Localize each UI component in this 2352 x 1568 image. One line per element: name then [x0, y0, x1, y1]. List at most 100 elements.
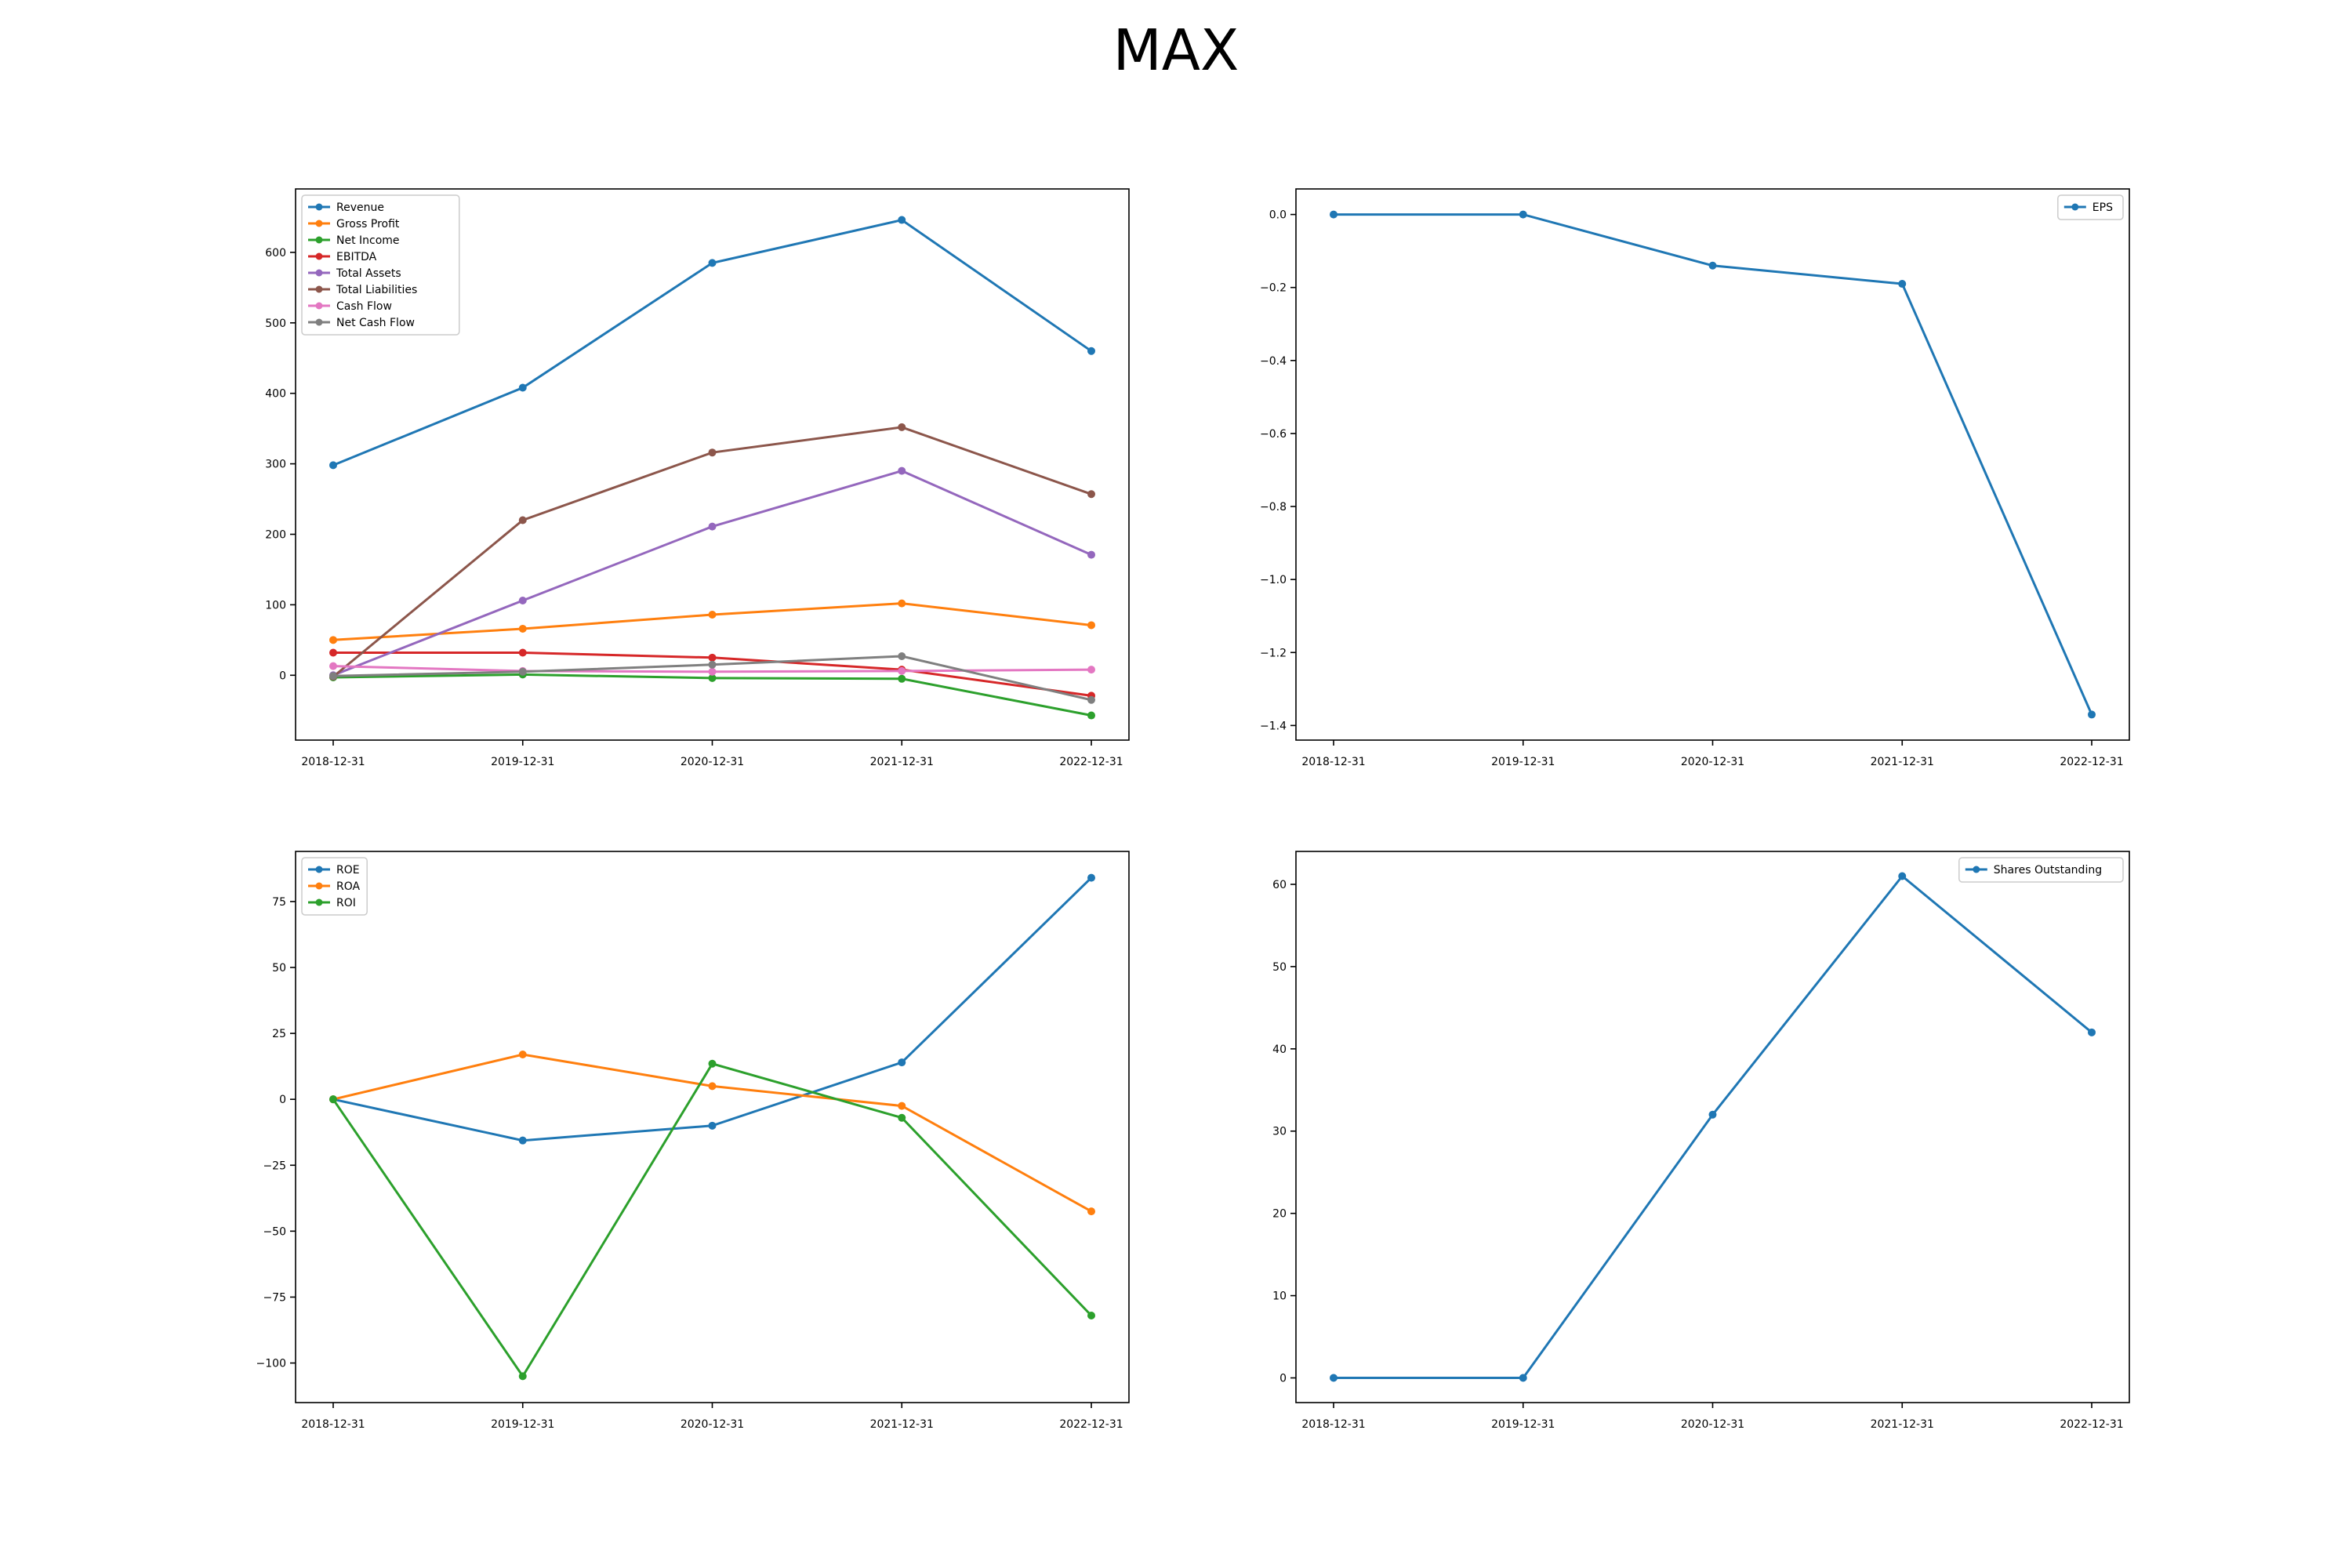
figure-title: MAX: [1112, 17, 1240, 83]
legend-swatch-marker: [315, 220, 323, 227]
legend-label: Total Liabilities: [336, 284, 417, 296]
subplot-1: 2018-12-31 2019-12-31 2020-12-31 2021-12-31…: [1260, 188, 2130, 768]
legend-swatch-marker: [315, 285, 323, 293]
data-point: [708, 259, 717, 267]
x-tick-label: 2020-12-31: [1681, 756, 1744, 768]
data-point: [1708, 1110, 1717, 1119]
legend-label: ROE: [336, 864, 360, 877]
legend: Shares Outstanding: [1958, 857, 2124, 883]
legend-swatch-marker: [315, 236, 323, 244]
data-point: [1087, 490, 1095, 499]
x-tick-label: 2022-12-31: [2060, 756, 2123, 768]
y-tick-label: 75: [272, 896, 286, 909]
y-tick-label: 40: [1272, 1044, 1287, 1056]
legend-label: EBITDA: [336, 251, 377, 263]
y-tick-label: −0.2: [1260, 282, 1287, 295]
data-point: [518, 648, 527, 657]
y-tick-label: 30: [1272, 1126, 1287, 1138]
data-point: [518, 667, 527, 676]
legend-swatch-marker: [315, 252, 323, 260]
y-tick-label: −0.8: [1260, 501, 1287, 514]
x-tick-label: 2020-12-31: [681, 1418, 744, 1431]
data-point: [1898, 280, 1907, 289]
subplot-0: 2018-12-31 2019-12-31 2020-12-31 2021-12-31…: [265, 188, 1130, 768]
x-tick-label: 2019-12-31: [491, 1418, 554, 1431]
legend-label: ROA: [336, 880, 361, 893]
data-point: [2088, 1028, 2096, 1036]
y-tick-label: −50: [263, 1225, 286, 1238]
data-point: [898, 423, 906, 431]
data-point: [708, 522, 717, 531]
data-point: [329, 662, 337, 670]
legend-box: [301, 194, 460, 336]
y-tick-label: 0: [1279, 1373, 1287, 1385]
legend-swatch-marker: [315, 882, 323, 890]
x-tick-label: 2018-12-31: [1301, 756, 1365, 768]
y-tick-label: 20: [1272, 1208, 1287, 1221]
legend-label: Net Income: [336, 234, 400, 247]
legend-label: ROI: [336, 897, 356, 909]
data-point: [708, 448, 717, 457]
data-point: [708, 653, 717, 662]
y-tick-label: −1.0: [1260, 574, 1287, 586]
legend-swatch-marker: [315, 269, 323, 277]
data-point: [1708, 261, 1717, 270]
series-line-roe: [332, 877, 1093, 1142]
y-tick-label: 400: [265, 388, 286, 401]
data-point: [329, 461, 337, 470]
data-point: [329, 648, 337, 657]
data-point: [518, 1051, 527, 1058]
data-point: [1519, 210, 1527, 219]
data-point: [518, 383, 527, 392]
x-tick-label: 2019-12-31: [1491, 756, 1555, 768]
y-tick-label: −0.4: [1260, 355, 1287, 368]
x-tick-label: 2019-12-31: [491, 756, 554, 768]
x-tick-label: 2018-12-31: [301, 1418, 365, 1431]
data-point: [1087, 666, 1095, 674]
y-tick-label: −1.4: [1260, 720, 1287, 732]
legend-label: EPS: [2092, 201, 2113, 214]
data-point: [1087, 1207, 1095, 1216]
subplot-2: 2018-12-31 2019-12-31 2020-12-31 2021-12-31…: [256, 851, 1130, 1431]
legend-box: [1958, 857, 2124, 883]
legend-swatch-marker: [2071, 203, 2079, 211]
data-point: [1087, 711, 1095, 720]
legend: ROE ROA ROI: [301, 857, 368, 916]
data-point: [898, 599, 906, 608]
legend-swatch-marker: [315, 318, 323, 326]
legend-label: Revenue: [336, 201, 384, 214]
data-point: [708, 610, 717, 619]
axes-frame: [1295, 188, 2130, 741]
y-tick-label: −1.2: [1260, 647, 1287, 659]
legend-swatch-marker: [315, 302, 323, 310]
legend-label: Cash Flow: [336, 300, 392, 313]
data-point: [708, 667, 717, 676]
x-tick-label: 2020-12-31: [681, 756, 744, 768]
legend-label: Gross Profit: [336, 218, 400, 230]
data-point: [1087, 1312, 1095, 1319]
axes-frame: [1295, 851, 2130, 1403]
legend-swatch-marker: [315, 203, 323, 211]
series-line-eps: [1334, 213, 2093, 716]
series-line-total-assets: [332, 470, 1092, 677]
y-tick-label: −0.6: [1260, 428, 1287, 441]
data-point: [1330, 210, 1338, 219]
series-line-shares-outstanding: [1334, 874, 2092, 1379]
data-point: [1519, 1374, 1527, 1382]
data-point: [898, 1102, 906, 1110]
data-point: [1087, 873, 1095, 882]
x-tick-label: 2021-12-31: [1871, 1418, 1934, 1431]
legend-label: Total Assets: [336, 267, 401, 280]
x-tick-label: 2022-12-31: [1059, 1418, 1123, 1431]
data-point: [329, 672, 337, 681]
x-tick-label: 2021-12-31: [870, 1418, 934, 1431]
y-tick-label: 500: [265, 318, 286, 330]
data-point: [898, 666, 906, 675]
y-tick-label: 0: [279, 1094, 286, 1106]
data-point: [518, 1372, 527, 1381]
data-point: [708, 1121, 717, 1130]
data-point: [518, 624, 527, 633]
data-point: [518, 1136, 527, 1145]
data-point: [1898, 872, 1907, 880]
data-point: [1087, 621, 1095, 630]
